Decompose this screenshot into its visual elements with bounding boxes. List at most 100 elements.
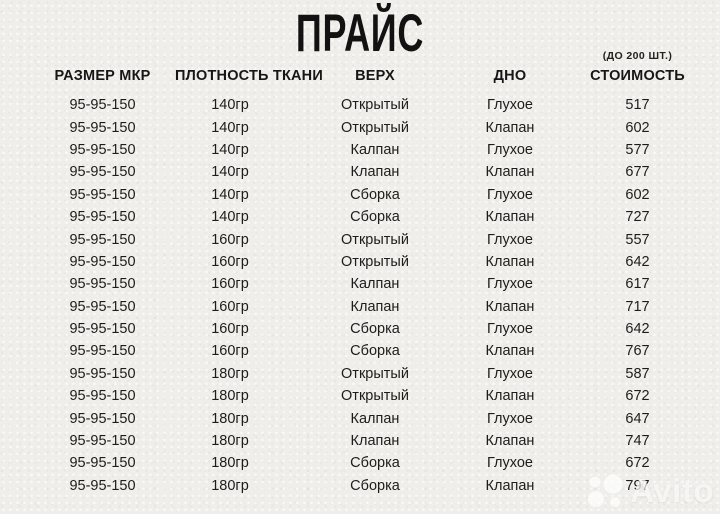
column-header-price: СТОИМОСТЬ xyxy=(590,68,685,84)
cell-density: 140гр xyxy=(211,186,249,203)
cell-size: 95-95-150 xyxy=(69,298,136,315)
cell-size: 95-95-150 xyxy=(69,209,136,226)
cell-bottom: Глухое xyxy=(487,186,533,203)
cell-top: Сборка xyxy=(350,477,400,494)
table-row: 95-95-150 160гр Калпан Глухое 617 xyxy=(30,273,720,295)
cell-price: 557 xyxy=(625,231,650,248)
cell-bottom: Клапан xyxy=(485,433,535,450)
cell-size: 95-95-150 xyxy=(69,433,136,450)
cell-top: Калпан xyxy=(350,141,400,158)
cell-bottom: Глухое xyxy=(487,231,533,248)
table-row: 95-95-150 160гр Сборка Глухое 642 xyxy=(30,318,720,340)
cell-size: 95-95-150 xyxy=(69,321,136,338)
table-row: 95-95-150 140гр Открытый Глухое 517 xyxy=(30,94,720,116)
cell-bottom: Клапан xyxy=(485,209,535,226)
table-row: 95-95-150 140гр Клапан Клапан 677 xyxy=(30,161,720,183)
table-row: 95-95-150 140гр Открытый Клапан 602 xyxy=(30,116,720,138)
cell-price: 642 xyxy=(625,321,650,338)
cell-bottom: Клапан xyxy=(485,388,535,405)
cell-density: 140гр xyxy=(211,97,249,114)
cell-bottom: Глухое xyxy=(487,365,533,382)
cell-size: 95-95-150 xyxy=(69,365,136,382)
cell-density: 180гр xyxy=(211,388,249,405)
cell-top: Открытый xyxy=(341,119,409,136)
cell-top: Открытый xyxy=(341,231,409,248)
cell-density: 140гр xyxy=(211,119,249,136)
cell-density: 180гр xyxy=(211,365,249,382)
column-header-top: ВЕРХ xyxy=(355,68,395,84)
cell-bottom: Клапан xyxy=(485,477,535,494)
cell-price: 617 xyxy=(625,276,650,293)
cell-price: 677 xyxy=(625,164,650,181)
table-row: 95-95-150 140гр Калпан Глухое 577 xyxy=(30,139,720,161)
cell-bottom: Глухое xyxy=(487,321,533,338)
cell-top: Открытый xyxy=(341,253,409,270)
table-body: 95-95-150 140гр Открытый Глухое 517 95-9… xyxy=(30,94,720,497)
cell-top: Калпан xyxy=(350,410,400,427)
cell-price: 717 xyxy=(625,298,650,315)
cell-density: 140гр xyxy=(211,209,249,226)
cell-top: Открытый xyxy=(341,365,409,382)
cell-price: 727 xyxy=(625,209,650,226)
cell-price: 642 xyxy=(625,253,650,270)
cell-density: 160гр xyxy=(211,276,249,293)
page-title-wrap: ПРАЙС xyxy=(0,0,720,62)
cell-top: Клапан xyxy=(350,433,400,450)
table-row: 95-95-150 180гр Открытый Клапан 672 xyxy=(30,385,720,407)
cell-size: 95-95-150 xyxy=(69,388,136,405)
quantity-note: (ДО 200 ШТ.) xyxy=(602,50,673,62)
table-row: 95-95-150 180гр Открытый Глухое 587 xyxy=(30,363,720,385)
cell-price: 747 xyxy=(625,433,650,450)
cell-size: 95-95-150 xyxy=(69,119,136,136)
page-title: ПРАЙС xyxy=(295,3,425,63)
cell-size: 95-95-150 xyxy=(69,253,136,270)
cell-price: 577 xyxy=(625,141,650,158)
cell-size: 95-95-150 xyxy=(69,141,136,158)
cell-size: 95-95-150 xyxy=(69,231,136,248)
cell-price: 587 xyxy=(625,365,650,382)
table-row: 95-95-150 180гр Клапан Клапан 747 xyxy=(30,430,720,452)
cell-density: 160гр xyxy=(211,253,249,270)
cell-top: Сборка xyxy=(350,209,400,226)
cell-bottom: Глухое xyxy=(487,410,533,427)
cell-price: 672 xyxy=(625,455,650,472)
cell-size: 95-95-150 xyxy=(69,276,136,293)
cell-bottom: Клапан xyxy=(485,343,535,360)
cell-density: 140гр xyxy=(211,164,249,181)
cell-density: 180гр xyxy=(211,410,249,427)
cell-size: 95-95-150 xyxy=(69,97,136,114)
table-row: 95-95-150 160гр Открытый Клапан 642 xyxy=(30,251,720,273)
table-row: 95-95-150 180гр Калпан Глухое 647 xyxy=(30,407,720,429)
cell-price: 517 xyxy=(625,97,650,114)
table-row: 95-95-150 160гр Открытый Глухое 557 xyxy=(30,228,720,250)
cell-density: 160гр xyxy=(211,343,249,360)
cell-density: 180гр xyxy=(211,455,249,472)
column-header-bottom: ДНО xyxy=(493,68,527,84)
cell-bottom: Клапан xyxy=(485,119,535,136)
cell-bottom: Клапан xyxy=(485,164,535,181)
cell-density: 140гр xyxy=(211,141,249,158)
cell-price: 797 xyxy=(625,477,650,494)
table-note-row: (ДО 200 ШТ.) xyxy=(30,48,720,64)
cell-density: 180гр xyxy=(211,433,249,450)
cell-density: 180гр xyxy=(211,477,249,494)
cell-top: Сборка xyxy=(350,343,400,360)
cell-size: 95-95-150 xyxy=(69,477,136,494)
cell-bottom: Глухое xyxy=(487,455,533,472)
cell-bottom: Клапан xyxy=(485,253,535,270)
cell-price: 602 xyxy=(625,119,650,136)
column-header-density: ПЛОТНОСТЬ ТКАНИ xyxy=(175,68,323,84)
cell-size: 95-95-150 xyxy=(69,186,136,203)
column-header-size: РАЗМЕР МКР xyxy=(54,68,151,84)
cell-top: Сборка xyxy=(350,321,400,338)
cell-density: 160гр xyxy=(211,298,249,315)
cell-top: Сборка xyxy=(350,186,400,203)
cell-size: 95-95-150 xyxy=(69,164,136,181)
cell-bottom: Глухое xyxy=(487,276,533,293)
cell-top: Клапан xyxy=(350,164,400,181)
cell-size: 95-95-150 xyxy=(69,410,136,427)
cell-top: Открытый xyxy=(341,388,409,405)
cell-top: Сборка xyxy=(350,455,400,472)
table-row: 95-95-150 160гр Сборка Клапан 767 xyxy=(30,340,720,362)
